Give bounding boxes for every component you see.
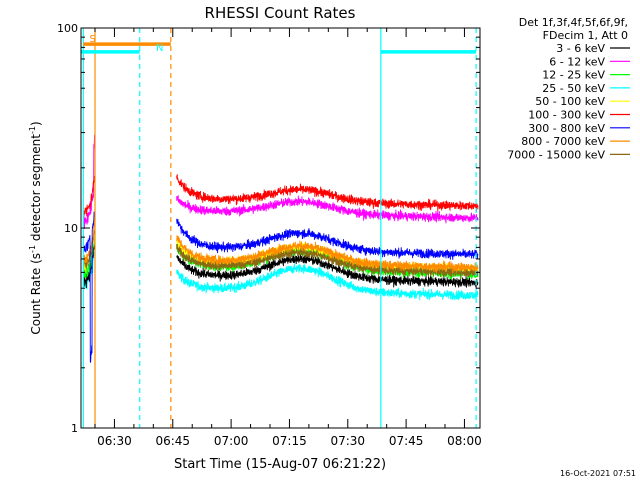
y-axis-label-close: ) [29,121,43,126]
plot-frame [80,27,481,429]
legend-header-line-2: FDecim 1, Att 0 [543,29,628,42]
series-line [82,229,479,279]
chart-title: RHESSI Count Rates [205,4,356,22]
plot-data [82,134,479,363]
legend-header: Det 1f,3f,4f,5f,6f,9f, FDecim 1, Att 0 [519,16,628,42]
y-axis-label-main: Count Rate (s [29,253,43,335]
y-axis-label-tail: detector segment [29,134,43,245]
x-axis-label: Start Time (15-Aug-07 06:21:22) [174,457,386,472]
legend-label: 7000 - 15000 keV [507,148,605,161]
y-tick-label: 10 [64,222,78,235]
series-line [82,243,479,289]
x-tick-label: 08:00 [447,434,482,448]
x-tick-label: 07:15 [272,434,307,448]
legend-label: 50 - 100 keV [535,95,605,108]
legend-header-line-1: Det 1f,3f,4f,5f,6f,9f, [519,16,628,29]
overlays: SN [81,28,477,428]
series-line [82,211,479,363]
legend-label: 300 - 800 keV [528,122,605,135]
y-axis-label: Count Rate (s-1 detector segment-1) [28,121,43,334]
legend-label: 12 - 25 keV [542,69,605,82]
legend-label: 25 - 50 keV [542,82,605,95]
x-tick-label: 07:00 [214,434,249,448]
event-flag-label: N [156,43,163,54]
timestamp: 16-Oct-2021 07:51 [560,469,636,478]
x-tick-label: 07:30 [330,434,365,448]
x-tick-label: 07:45 [389,434,424,448]
y-axis-ticks: 1 10 100 [57,22,480,435]
x-tick-label: 06:45 [155,434,190,448]
legend-label: 800 - 7000 keV [521,135,605,148]
event-flag-label: S [89,34,95,45]
y-axis-label-sup: -1 [28,245,37,253]
y-tick-label: 100 [57,22,78,35]
x-axis-ticks: 06:30 06:45 07:00 07:15 07:30 07:45 08:00 [94,28,482,448]
legend-label: 100 - 300 keV [528,109,605,122]
legend-label: 3 - 6 keV [556,42,605,55]
series-line [82,134,479,230]
y-tick-label: 1 [71,422,78,435]
legend-label: 6 - 12 keV [549,55,605,68]
x-tick-label: 06:30 [97,434,132,448]
series-line [82,174,479,218]
y-axis-label-text: Count Rate (s-1 detector segment-1) [28,121,43,334]
y-axis-label-sup2: -1 [28,126,37,134]
series-line [82,216,479,274]
